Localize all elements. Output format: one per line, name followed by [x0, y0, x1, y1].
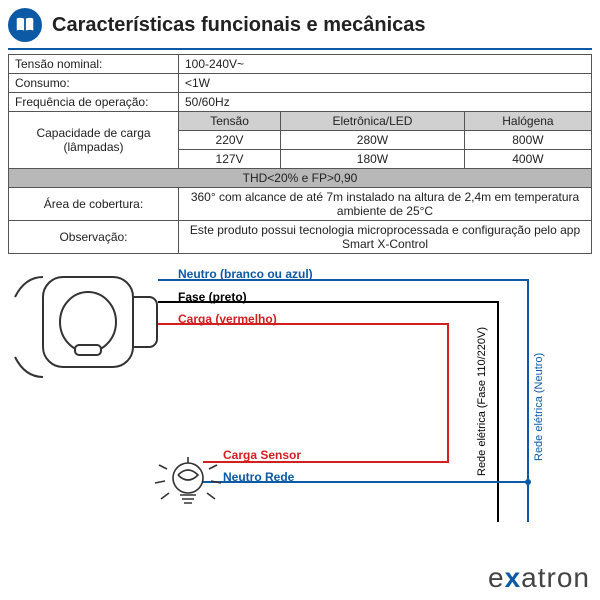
capacity-label: Capacidade de carga (lâmpadas) [9, 112, 179, 169]
spec-label: Frequência de operação: [9, 93, 179, 112]
capacity-header-row: Capacidade de carga (lâmpadas) Tensão El… [9, 112, 592, 131]
spec-value: <1W [179, 74, 592, 93]
wire-label-neutral-grid: Neutro Rede [223, 470, 294, 484]
table-row: Consumo: <1W [9, 74, 592, 93]
coverage-label: Área de cobertura: [9, 188, 179, 221]
book-icon [8, 8, 42, 42]
thd-row: THD<20% e FP>0,90 [9, 169, 592, 188]
note-value: Este produto possui tecnologia microproc… [179, 221, 592, 254]
diagram-svg [8, 262, 592, 532]
header-rule [8, 48, 592, 50]
cell: 280W [281, 131, 465, 150]
wire-label-load: Carga (vermelho) [178, 312, 277, 326]
spec-table: Tensão nominal: 100-240V~ Consumo: <1W F… [8, 54, 592, 254]
logo-pre: e [488, 562, 505, 593]
spec-label: Tensão nominal: [9, 55, 179, 74]
coverage-value: 360° com alcance de até 7m instalado na … [179, 188, 592, 221]
cell: 180W [281, 150, 465, 169]
page-title: Características funcionais e mecânicas [52, 14, 426, 37]
wiring-diagram: Neutro (branco ou azul) Fase (preto) Car… [8, 262, 592, 532]
wire-label-phase: Fase (preto) [178, 290, 247, 304]
col-header: Tensão [179, 112, 281, 131]
table-row: Frequência de operação: 50/60Hz [9, 93, 592, 112]
logo-x: x [505, 562, 522, 593]
table-row: Tensão nominal: 100-240V~ [9, 55, 592, 74]
cell: 400W [464, 150, 591, 169]
wire-label-load-sensor: Carga Sensor [223, 448, 301, 462]
vertical-label-neutral: Rede elétrica (Neutro) [533, 322, 545, 492]
col-header: Halógena [464, 112, 591, 131]
logo-post: atron [521, 562, 590, 593]
note-row: Observação: Este produto possui tecnolog… [9, 221, 592, 254]
coverage-row: Área de cobertura: 360° com alcance de a… [9, 188, 592, 221]
cell: 127V [179, 150, 281, 169]
brand-logo: exatron [488, 562, 590, 594]
thd-text: THD<20% e FP>0,90 [9, 169, 592, 188]
spec-label: Consumo: [9, 74, 179, 93]
cell: 220V [179, 131, 281, 150]
spec-value: 50/60Hz [179, 93, 592, 112]
col-header: Eletrônica/LED [281, 112, 465, 131]
wire-label-neutral: Neutro (branco ou azul) [178, 267, 313, 281]
spec-value: 100-240V~ [179, 55, 592, 74]
header: Características funcionais e mecânicas [8, 8, 592, 42]
cell: 800W [464, 131, 591, 150]
vertical-label-phase: Rede elétrica (Fase 110/220V) [476, 312, 488, 492]
note-label: Observação: [9, 221, 179, 254]
